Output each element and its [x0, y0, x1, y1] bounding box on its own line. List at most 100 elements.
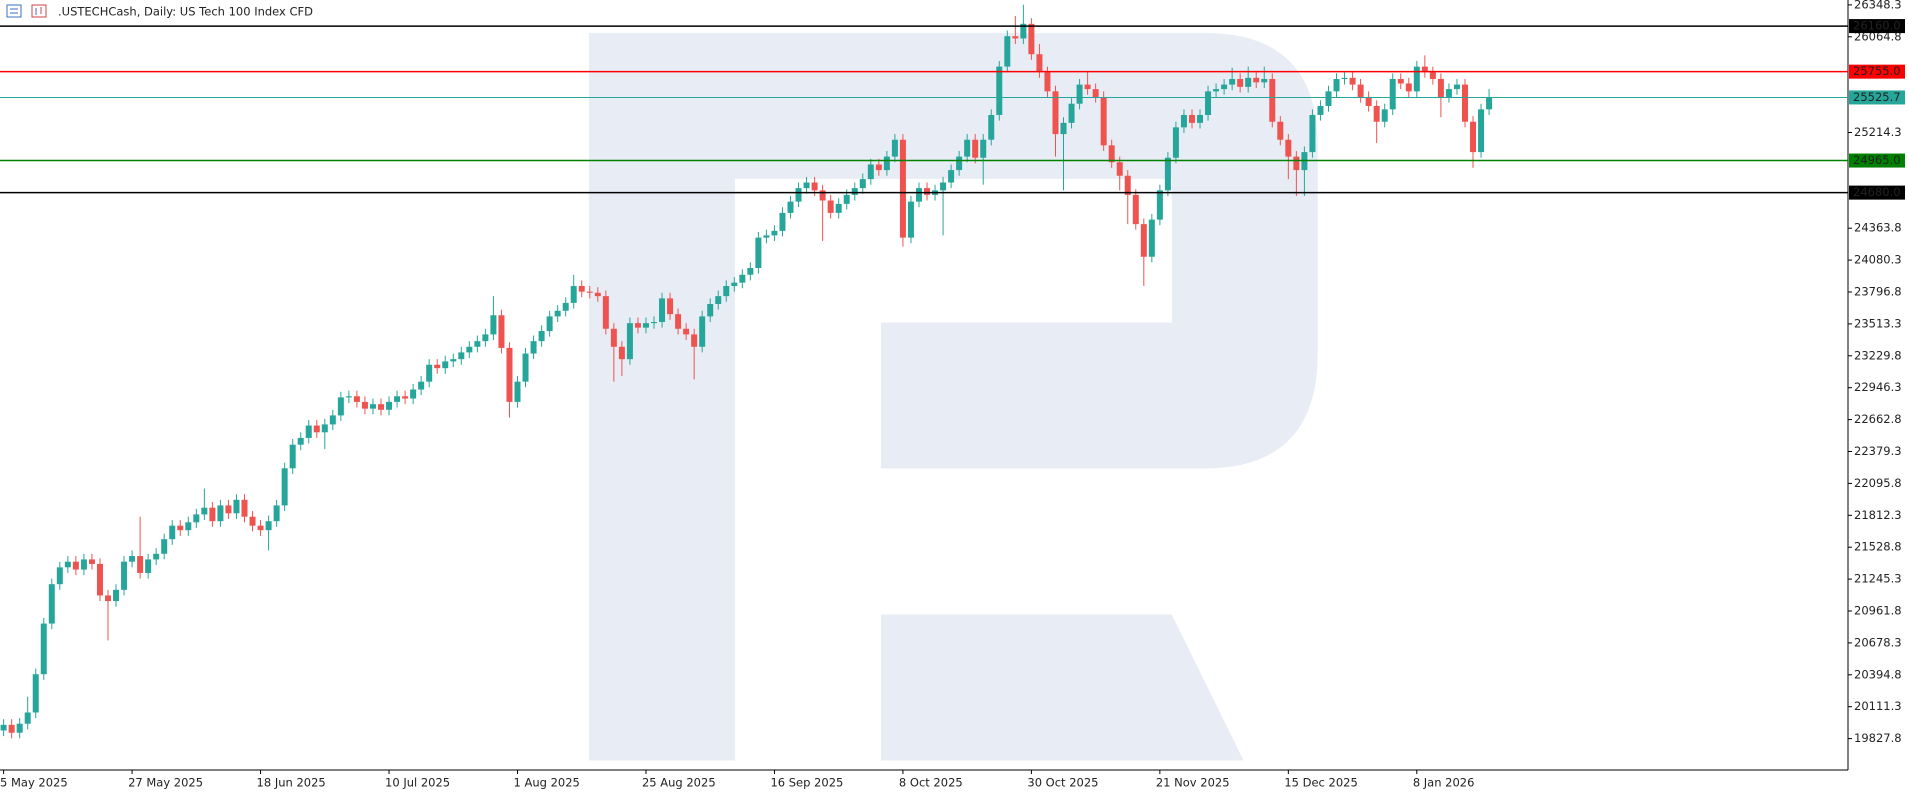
candle-body: [64, 561, 71, 568]
x-tick-label: 30 Oct 2025: [1027, 776, 1098, 790]
level-label: 26160.0: [1853, 19, 1901, 33]
candle-body: [715, 296, 722, 305]
x-tick-label: 1 Aug 2025: [514, 776, 580, 790]
candle-body: [241, 499, 248, 517]
candle-body: [16, 723, 23, 733]
level-label: 24680.0: [1853, 185, 1901, 199]
y-tick-label: 24080.3: [1854, 253, 1902, 267]
candle-body: [610, 328, 617, 347]
candle-body: [129, 556, 136, 562]
x-tick-label: 8 Oct 2025: [899, 776, 963, 790]
level-label: 24965.0: [1853, 153, 1901, 167]
candle-body: [466, 346, 473, 353]
candle-body: [1132, 194, 1139, 225]
candle-body: [1309, 114, 1316, 153]
candle-body: [80, 559, 87, 570]
candle-body: [972, 139, 979, 158]
candle-body: [281, 468, 288, 506]
candle-body: [594, 292, 601, 297]
candle-body: [297, 437, 304, 445]
candle-body: [418, 381, 425, 390]
candle-body: [345, 396, 352, 398]
candle-body: [586, 291, 593, 293]
candle-body: [803, 182, 810, 189]
candle-body: [1341, 77, 1348, 79]
candle-body: [217, 505, 224, 522]
candle-body: [137, 556, 144, 573]
y-tick-label: 23513.3: [1854, 316, 1902, 330]
chart-title: .USTECHCash, Daily: US Tech 100 Index CF…: [58, 5, 313, 19]
candle-body: [265, 521, 272, 531]
watermark-leg: [880, 614, 1244, 761]
y-tick-label: 21812.3: [1854, 508, 1902, 522]
candle-body: [899, 139, 906, 238]
x-tick-label: 16 Sep 2025: [770, 776, 843, 790]
candle-body: [1365, 96, 1372, 106]
y-tick-label: 20394.8: [1854, 667, 1902, 681]
y-tick-label: 22662.8: [1854, 412, 1902, 426]
icon-list[interactable]: [6, 4, 22, 18]
candle-body: [948, 170, 955, 183]
candle-body: [514, 381, 521, 402]
candle-body: [723, 286, 730, 297]
candle-body: [249, 516, 256, 526]
candle-body: [1020, 23, 1027, 39]
candle-body: [1245, 77, 1252, 87]
x-tick-label: 27 May 2025: [128, 776, 203, 790]
candle-body: [1084, 84, 1091, 90]
candle-body: [538, 331, 545, 342]
level-label-box: [1849, 153, 1905, 168]
candle-body: [426, 364, 433, 382]
candle-body: [1116, 162, 1123, 176]
candle-body: [1180, 114, 1187, 128]
candle-body: [618, 346, 625, 360]
candle-body: [1092, 89, 1099, 97]
candle-body: [771, 230, 778, 236]
icon-chart[interactable]: [31, 4, 47, 18]
candle-body: [1421, 66, 1428, 73]
candle-body: [1397, 78, 1404, 84]
candle-body: [8, 724, 15, 733]
candle-body: [626, 323, 633, 360]
candle-body: [1100, 96, 1107, 146]
candle-body: [113, 589, 120, 602]
candle-body: [546, 316, 553, 332]
candle-body: [386, 401, 393, 410]
candle-body: [1124, 175, 1131, 195]
candle-body: [1172, 127, 1179, 158]
candle-body: [225, 505, 232, 514]
candle-body: [121, 561, 128, 590]
candle-body: [522, 353, 529, 382]
y-tick-label: 24363.8: [1854, 221, 1902, 235]
x-tick-label: 25 Aug 2025: [642, 776, 716, 790]
candle-body: [402, 396, 409, 399]
candle-body: [1357, 84, 1364, 97]
candle-body: [1148, 219, 1155, 257]
candle-body: [642, 323, 649, 328]
candle-body: [442, 361, 449, 369]
candle-body: [819, 190, 826, 201]
y-tick-label: 21245.3: [1854, 572, 1902, 586]
candle-body: [1325, 91, 1332, 106]
candle-body: [1349, 77, 1356, 85]
candle-body: [1188, 114, 1195, 123]
level-label-box: [1849, 90, 1905, 105]
candle-body: [940, 182, 947, 191]
candle-body: [739, 274, 746, 283]
level-label: 25525.7: [1853, 90, 1901, 104]
candle-body: [602, 296, 609, 329]
level-label: 25755.0: [1853, 64, 1901, 78]
candle-body: [1197, 114, 1204, 123]
candle-body: [1068, 103, 1075, 123]
candle-body: [321, 424, 328, 433]
x-tick-label: 10 Jul 2025: [385, 776, 450, 790]
candle-body: [1381, 109, 1388, 122]
y-tick-label: 25214.3: [1854, 125, 1902, 139]
candle-body: [755, 237, 762, 269]
candle-body: [1478, 109, 1485, 153]
candle-body: [1213, 89, 1220, 92]
candle-body: [1253, 77, 1260, 83]
candle-body: [96, 563, 103, 596]
candle-body: [859, 179, 866, 189]
